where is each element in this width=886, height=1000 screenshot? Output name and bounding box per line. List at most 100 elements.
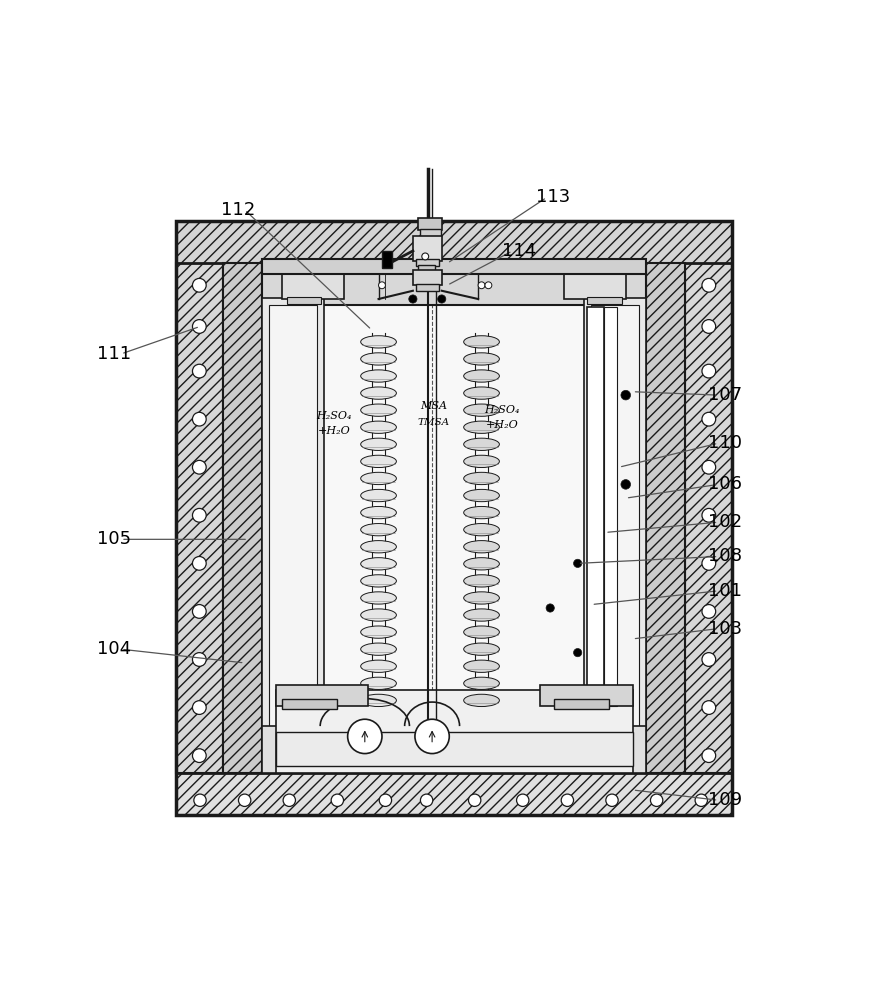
- Bar: [646, 263, 686, 773]
- Text: 101: 101: [708, 582, 742, 600]
- Ellipse shape: [361, 472, 396, 485]
- Bar: [686, 263, 732, 773]
- Text: 112: 112: [221, 201, 255, 219]
- Ellipse shape: [361, 643, 396, 655]
- Bar: [222, 263, 262, 773]
- Circle shape: [192, 320, 206, 333]
- Ellipse shape: [361, 575, 396, 587]
- Ellipse shape: [361, 489, 396, 502]
- Circle shape: [573, 559, 582, 567]
- Bar: [418, 265, 435, 273]
- Ellipse shape: [463, 506, 500, 519]
- Circle shape: [702, 749, 716, 762]
- Circle shape: [546, 604, 555, 612]
- Ellipse shape: [463, 541, 500, 553]
- Bar: [276, 690, 633, 773]
- Bar: [176, 221, 732, 815]
- Ellipse shape: [463, 592, 500, 604]
- Circle shape: [238, 794, 251, 806]
- Ellipse shape: [463, 575, 500, 587]
- Text: 111: 111: [97, 345, 131, 363]
- Ellipse shape: [463, 524, 500, 536]
- Ellipse shape: [361, 694, 396, 707]
- Text: 107: 107: [708, 386, 742, 404]
- Ellipse shape: [463, 387, 500, 399]
- Ellipse shape: [463, 438, 500, 450]
- Circle shape: [478, 282, 485, 289]
- Ellipse shape: [361, 677, 396, 689]
- Ellipse shape: [361, 421, 396, 433]
- Circle shape: [438, 295, 446, 303]
- Circle shape: [696, 794, 707, 806]
- Ellipse shape: [361, 541, 396, 553]
- Circle shape: [561, 794, 573, 806]
- Bar: [262, 259, 646, 274]
- Bar: [554, 699, 609, 709]
- Circle shape: [331, 794, 344, 806]
- Bar: [176, 221, 732, 263]
- Text: H₂SO₄: H₂SO₄: [485, 405, 520, 415]
- Ellipse shape: [463, 455, 500, 468]
- Ellipse shape: [463, 677, 500, 689]
- Bar: [276, 685, 369, 706]
- Ellipse shape: [361, 609, 396, 621]
- Bar: [286, 297, 321, 304]
- Bar: [587, 297, 622, 304]
- Bar: [416, 259, 439, 266]
- Circle shape: [192, 460, 206, 474]
- Circle shape: [347, 719, 382, 754]
- Ellipse shape: [361, 336, 396, 348]
- Circle shape: [421, 794, 432, 806]
- Bar: [413, 270, 442, 285]
- Circle shape: [469, 794, 481, 806]
- Circle shape: [379, 794, 392, 806]
- Ellipse shape: [463, 421, 500, 433]
- Text: 103: 103: [708, 620, 742, 638]
- Ellipse shape: [463, 660, 500, 672]
- Circle shape: [192, 556, 206, 570]
- Circle shape: [192, 412, 206, 426]
- Bar: [283, 699, 338, 709]
- Circle shape: [702, 412, 716, 426]
- Bar: [176, 263, 222, 773]
- Bar: [604, 307, 617, 706]
- Bar: [269, 305, 317, 759]
- Text: MSA: MSA: [420, 401, 447, 411]
- Circle shape: [192, 749, 206, 762]
- Circle shape: [415, 719, 449, 754]
- Text: 104: 104: [97, 640, 131, 658]
- Ellipse shape: [463, 353, 500, 365]
- Circle shape: [702, 653, 716, 666]
- Text: 110: 110: [708, 434, 742, 452]
- Bar: [262, 264, 646, 305]
- Text: 114: 114: [502, 242, 536, 260]
- Ellipse shape: [463, 609, 500, 621]
- Bar: [413, 236, 442, 261]
- Circle shape: [702, 364, 716, 378]
- Bar: [262, 726, 646, 773]
- Circle shape: [192, 364, 206, 378]
- Text: 106: 106: [708, 475, 742, 493]
- Bar: [564, 273, 626, 299]
- Text: +H₂O: +H₂O: [486, 420, 518, 430]
- Bar: [262, 298, 324, 766]
- Ellipse shape: [361, 370, 396, 382]
- Circle shape: [378, 282, 385, 289]
- Circle shape: [702, 556, 716, 570]
- Ellipse shape: [361, 387, 396, 399]
- Text: TMSA: TMSA: [417, 418, 449, 427]
- Bar: [283, 273, 344, 299]
- Bar: [262, 263, 646, 773]
- Bar: [176, 773, 732, 815]
- Ellipse shape: [463, 643, 500, 655]
- Text: 113: 113: [536, 188, 571, 206]
- Ellipse shape: [463, 404, 500, 416]
- Ellipse shape: [361, 592, 396, 604]
- Ellipse shape: [463, 370, 500, 382]
- Circle shape: [192, 701, 206, 714]
- Circle shape: [194, 794, 206, 806]
- Ellipse shape: [463, 626, 500, 638]
- Bar: [591, 305, 639, 759]
- Ellipse shape: [361, 558, 396, 570]
- Text: 105: 105: [97, 530, 131, 548]
